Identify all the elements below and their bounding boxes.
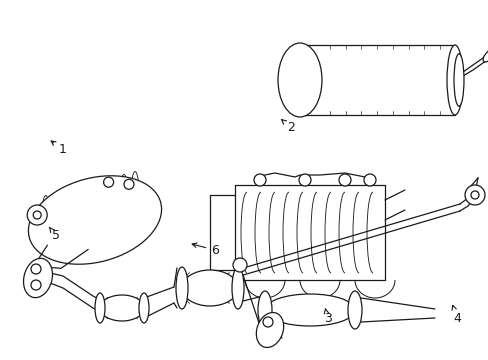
Ellipse shape xyxy=(464,185,484,205)
Text: 5: 5 xyxy=(49,228,60,242)
Ellipse shape xyxy=(31,264,41,274)
Ellipse shape xyxy=(258,291,271,329)
Ellipse shape xyxy=(453,54,463,106)
Ellipse shape xyxy=(232,258,246,272)
Ellipse shape xyxy=(124,179,134,189)
Ellipse shape xyxy=(139,293,149,323)
Ellipse shape xyxy=(33,211,41,219)
Text: 6: 6 xyxy=(192,243,219,257)
Ellipse shape xyxy=(347,291,361,329)
Ellipse shape xyxy=(264,294,354,326)
Ellipse shape xyxy=(231,267,244,309)
Ellipse shape xyxy=(482,48,488,62)
Text: 1: 1 xyxy=(51,141,66,156)
Text: 4: 4 xyxy=(451,305,460,325)
Ellipse shape xyxy=(470,191,478,199)
Ellipse shape xyxy=(263,317,272,327)
Ellipse shape xyxy=(27,205,47,225)
Ellipse shape xyxy=(253,174,265,186)
Ellipse shape xyxy=(176,267,187,309)
Ellipse shape xyxy=(95,293,105,323)
Ellipse shape xyxy=(100,295,143,321)
Ellipse shape xyxy=(446,45,462,115)
Ellipse shape xyxy=(338,174,350,186)
Ellipse shape xyxy=(363,174,375,186)
Ellipse shape xyxy=(256,312,283,347)
Text: 3: 3 xyxy=(323,309,331,325)
Ellipse shape xyxy=(182,270,238,306)
Ellipse shape xyxy=(23,258,52,298)
Ellipse shape xyxy=(31,280,41,290)
Ellipse shape xyxy=(278,43,321,117)
Ellipse shape xyxy=(103,177,113,187)
Ellipse shape xyxy=(28,176,161,264)
Ellipse shape xyxy=(298,174,310,186)
Text: 2: 2 xyxy=(281,120,294,134)
